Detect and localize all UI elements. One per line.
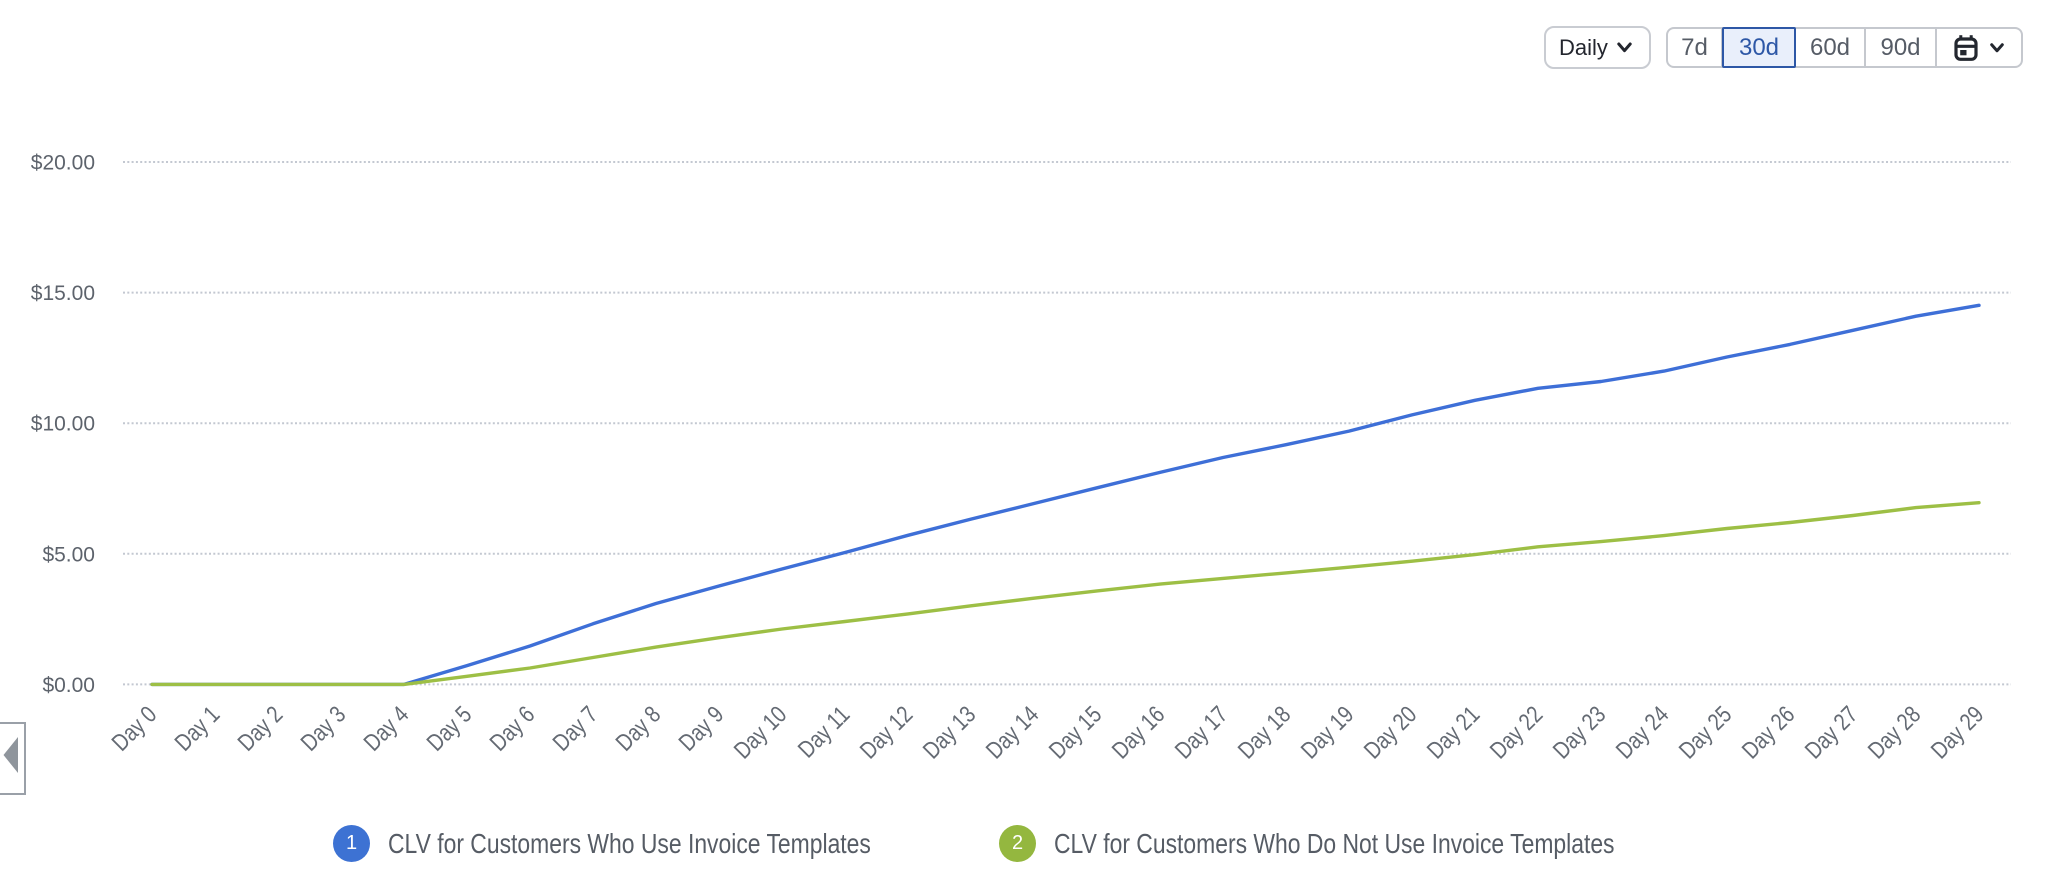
svg-text:Day 0: Day 0 bbox=[107, 701, 162, 756]
svg-text:$10.00: $10.00 bbox=[31, 413, 95, 436]
svg-text:$15.00: $15.00 bbox=[31, 282, 95, 305]
svg-text:$0.00: $0.00 bbox=[42, 674, 95, 697]
svg-text:Day 9: Day 9 bbox=[674, 701, 729, 756]
svg-text:Day 25: Day 25 bbox=[1674, 701, 1737, 764]
svg-text:Day 15: Day 15 bbox=[1044, 701, 1107, 764]
svg-text:Day 28: Day 28 bbox=[1863, 701, 1926, 764]
svg-text:Day 4: Day 4 bbox=[359, 701, 414, 756]
svg-text:Day 3: Day 3 bbox=[296, 701, 351, 756]
svg-text:Day 8: Day 8 bbox=[611, 701, 666, 756]
svg-text:Day 29: Day 29 bbox=[1926, 701, 1989, 764]
svg-text:Day 18: Day 18 bbox=[1233, 701, 1296, 764]
svg-text:Day 10: Day 10 bbox=[729, 701, 792, 764]
svg-text:Day 11: Day 11 bbox=[793, 701, 855, 763]
svg-text:Day 2: Day 2 bbox=[233, 701, 288, 756]
svg-text:Day 14: Day 14 bbox=[981, 701, 1044, 764]
svg-text:Day 6: Day 6 bbox=[485, 701, 540, 756]
svg-text:Day 27: Day 27 bbox=[1800, 701, 1863, 764]
svg-text:Day 23: Day 23 bbox=[1548, 701, 1611, 764]
svg-text:Day 17: Day 17 bbox=[1170, 701, 1233, 764]
svg-text:Day 5: Day 5 bbox=[422, 701, 477, 756]
svg-text:Day 16: Day 16 bbox=[1107, 701, 1170, 764]
svg-text:Day 1: Day 1 bbox=[170, 701, 225, 756]
svg-text:$20.00: $20.00 bbox=[31, 152, 95, 175]
svg-text:Day 22: Day 22 bbox=[1485, 701, 1548, 764]
svg-text:Day 7: Day 7 bbox=[548, 701, 603, 756]
svg-text:$5.00: $5.00 bbox=[42, 543, 95, 566]
svg-text:Day 24: Day 24 bbox=[1611, 701, 1674, 764]
svg-text:Day 19: Day 19 bbox=[1296, 701, 1359, 764]
svg-text:Day 26: Day 26 bbox=[1737, 701, 1800, 764]
svg-text:Day 21: Day 21 bbox=[1422, 701, 1485, 764]
svg-text:Day 12: Day 12 bbox=[855, 701, 918, 764]
svg-text:Day 20: Day 20 bbox=[1359, 701, 1422, 764]
svg-text:Day 13: Day 13 bbox=[918, 701, 981, 764]
